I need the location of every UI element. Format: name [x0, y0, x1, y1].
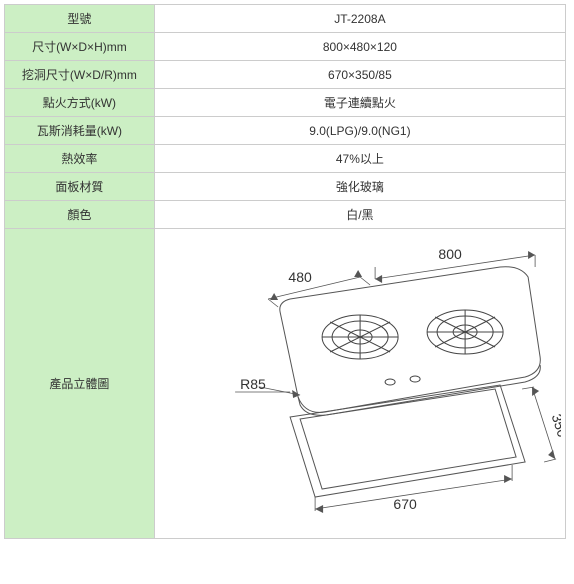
spec-label: 尺寸(W×D×H)mm: [5, 33, 155, 61]
spec-label: 面板材質: [5, 173, 155, 201]
spec-label: 挖洞尺寸(W×D/R)mm: [5, 61, 155, 89]
dim-480: 480: [268, 269, 370, 307]
cooktop-edge-l: [298, 365, 540, 415]
spec-row: 尺寸(W×D×H)mm800×480×120: [5, 33, 566, 61]
spec-label: 熱效率: [5, 145, 155, 173]
burner-right: [427, 310, 503, 354]
spec-value: 白/黑: [154, 201, 565, 229]
dim-350: 350: [522, 387, 561, 462]
spec-row: 挖洞尺寸(W×D/R)mm670×350/85: [5, 61, 566, 89]
spec-label: 點火方式(kW): [5, 89, 155, 117]
cutout-inner: [300, 389, 516, 489]
spec-label: 瓦斯消耗量(kW): [5, 117, 155, 145]
dim-800-text: 800: [438, 246, 462, 262]
spec-rows: 型號JT-2208A尺寸(W×D×H)mm800×480×120挖洞尺寸(W×D…: [5, 5, 566, 229]
diagram-row: 產品立體圖: [5, 229, 566, 539]
dim-670: 670: [315, 465, 512, 513]
spec-value: 強化玻璃: [154, 173, 565, 201]
product-diagram: 800 480 R85: [159, 237, 561, 527]
spec-row: 熱效率47%以上: [5, 145, 566, 173]
spec-value: 800×480×120: [154, 33, 565, 61]
spec-value: 47%以上: [154, 145, 565, 173]
dim-800: 800: [375, 246, 535, 283]
spec-row: 面板材質強化玻璃: [5, 173, 566, 201]
diagram-cell: 800 480 R85: [154, 229, 565, 539]
spec-value: JT-2208A: [154, 5, 565, 33]
spec-row: 顏色白/黑: [5, 201, 566, 229]
spec-value: 9.0(LPG)/9.0(NG1): [154, 117, 565, 145]
dim-670-text: 670: [393, 496, 417, 512]
knob-2: [410, 376, 420, 382]
dim-r85: R85: [235, 376, 300, 398]
spec-value: 電子連續點火: [154, 89, 565, 117]
spec-value: 670×350/85: [154, 61, 565, 89]
spec-label: 型號: [5, 5, 155, 33]
spec-label: 顏色: [5, 201, 155, 229]
dim-350-text: 350: [548, 412, 561, 439]
spec-table: 型號JT-2208A尺寸(W×D×H)mm800×480×120挖洞尺寸(W×D…: [4, 4, 566, 539]
spec-row: 點火方式(kW)電子連續點火: [5, 89, 566, 117]
dim-480-text: 480: [288, 269, 312, 285]
knob-1: [385, 379, 395, 385]
spec-row: 型號JT-2208A: [5, 5, 566, 33]
burner-left: [322, 315, 398, 359]
diagram-label: 產品立體圖: [5, 229, 155, 539]
spec-row: 瓦斯消耗量(kW)9.0(LPG)/9.0(NG1): [5, 117, 566, 145]
dim-r85-text: R85: [240, 376, 266, 392]
